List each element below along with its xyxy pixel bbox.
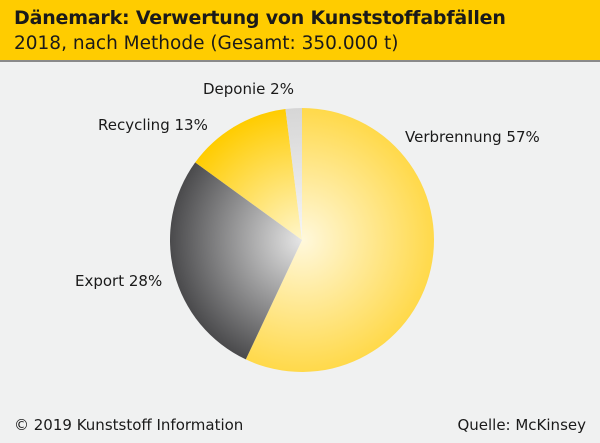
- label-export: Export 28%: [75, 272, 163, 290]
- pie-slice-recycling: [195, 109, 302, 240]
- pie-slice-deponie: [285, 108, 302, 240]
- chart-title: Dänemark: Verwertung von Kunststoffabfäl…: [14, 7, 506, 29]
- chart-subtitle: 2018, nach Methode (Gesamt: 350.000 t): [14, 33, 399, 54]
- label-verbrennung: Verbrennung 57%: [405, 128, 540, 146]
- label-recycling: Recycling 13%: [98, 116, 208, 134]
- pie-slice-verbrennung: [245, 108, 434, 372]
- source: Quelle: McKinsey: [457, 416, 586, 434]
- label-deponie: Deponie 2%: [203, 80, 294, 98]
- header-band: Dänemark: Verwertung von Kunststoffabfäl…: [0, 0, 600, 62]
- pie-slice-export: [170, 162, 302, 360]
- copyright: © 2019 Kunststoff Information: [14, 416, 244, 434]
